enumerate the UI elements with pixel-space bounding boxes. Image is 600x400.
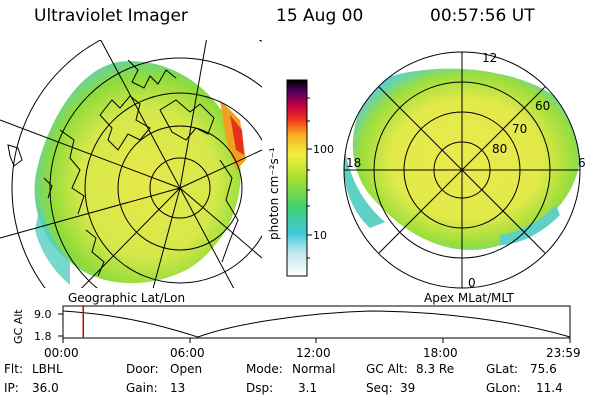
altitude-plot: 9.0 1.8 GC Alt 00:00 06:00 12:00 18:00 2… <box>12 305 581 360</box>
coastlines <box>7 59 239 277</box>
gain-label: Gain: <box>126 381 158 395</box>
door-value: Open <box>170 362 203 376</box>
dsp-label: Dsp: <box>246 381 274 395</box>
ip-label: IP: <box>4 381 19 395</box>
mlat-label-70: 70 <box>512 122 527 136</box>
door-label: Door: <box>126 362 159 376</box>
mode-value: Normal <box>292 362 336 376</box>
aurora-emission-right <box>352 68 580 250</box>
seq-value: 39 <box>400 381 416 395</box>
mlt-label-18: 18 <box>346 156 361 170</box>
glat-label: GLat: <box>486 362 519 376</box>
altitude-ytick-9: 9.0 <box>34 308 52 321</box>
bright-spot <box>220 100 246 170</box>
filter-label: Flt: <box>4 362 23 376</box>
colorbar-tick-10: 10 <box>313 229 327 242</box>
longitude-lines <box>0 40 262 288</box>
altitude-ylabel: GC Alt <box>12 309 25 344</box>
latitude-circles <box>11 40 262 288</box>
image-date: 15 Aug 00 <box>276 6 364 26</box>
gcalt-label: GC Alt: <box>366 362 408 376</box>
colorbar-unit-label: photon cm⁻²s⁻¹ <box>267 147 281 240</box>
colorbar-ticks <box>307 97 312 259</box>
mlt-label-6: 6 <box>578 156 586 170</box>
glon-value: 11.4 <box>536 381 563 395</box>
mlt-label-12: 12 <box>482 51 497 65</box>
instrument-title: Ultraviolet Imager <box>34 6 188 26</box>
ip-value: 36.0 <box>32 381 59 395</box>
mlt-label-0: 0 <box>468 276 476 290</box>
mlat-label-80: 80 <box>492 142 507 156</box>
mlt-lines <box>344 52 580 288</box>
glon-label: GLon: <box>486 381 521 395</box>
altitude-xtick-0000: 00:00 <box>44 346 79 360</box>
filter-value: LBHL <box>32 362 63 376</box>
altitude-xtick-0600: 06:00 <box>170 346 205 360</box>
gain-value: 13 <box>170 381 186 395</box>
mode-label: Mode: <box>246 362 283 376</box>
altitude-curve <box>62 310 571 338</box>
right-panel-label: Apex MLat/MLT <box>424 291 514 305</box>
dsp-value: 3.1 <box>298 381 318 395</box>
colorbar <box>286 79 308 277</box>
seq-label: Seq: <box>366 381 393 395</box>
altitude-xtick-1800: 18:00 <box>423 346 458 360</box>
altitude-plot-frame <box>62 305 571 339</box>
altitude-xtick-1200: 12:00 <box>296 346 331 360</box>
colorbar-tick-100: 100 <box>313 143 334 156</box>
mlat-label-60: 60 <box>535 99 550 113</box>
left-panel-label: Geographic Lat/Lon <box>68 291 185 305</box>
geographic-map <box>0 40 262 288</box>
mlat-mlt-map <box>344 68 580 250</box>
altitude-x-ticks <box>58 313 571 343</box>
gcalt-value: 8.3 Re <box>416 362 455 376</box>
image-time: 00:57:56 UT <box>430 6 535 26</box>
altitude-xtick-2359: 23:59 <box>546 346 581 360</box>
altitude-ytick-1.8: 1.8 <box>34 330 52 343</box>
glat-value: 75.6 <box>530 362 557 376</box>
